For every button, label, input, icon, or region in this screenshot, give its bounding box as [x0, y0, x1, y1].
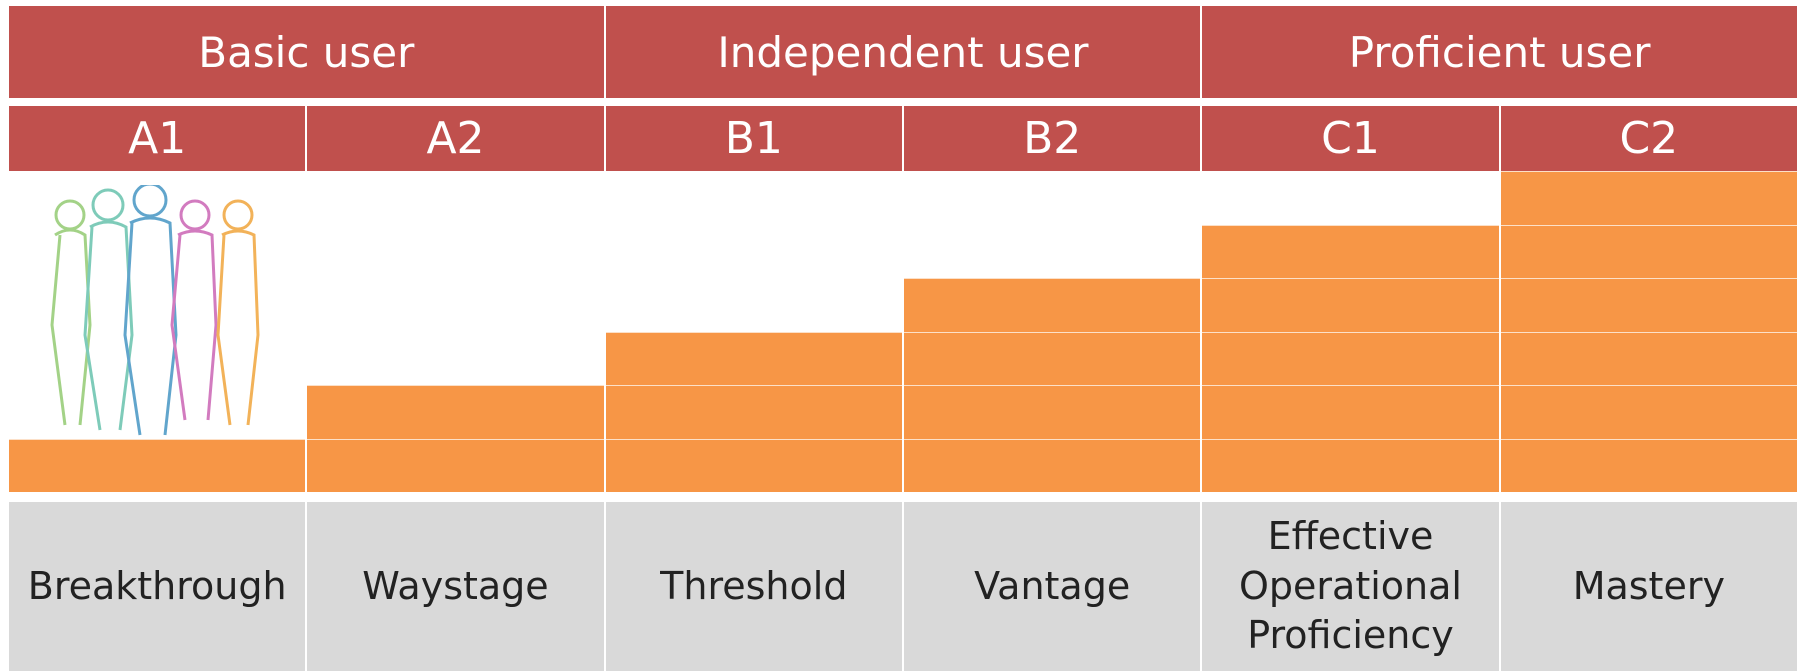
step-block [1202, 225, 1498, 279]
level-name: Vantage [904, 502, 1200, 671]
level-code: C1 [1202, 106, 1498, 171]
step-block [1202, 439, 1498, 493]
level-code: C2 [1501, 106, 1797, 171]
step-block [1202, 332, 1498, 386]
step-block [307, 385, 603, 439]
step-block [904, 385, 1200, 439]
step-block [1501, 225, 1797, 279]
page: Basic user A1 Breakthrough A2 Waystage Indepe… [0, 0, 1803, 671]
step-block [1501, 278, 1797, 332]
step-block [606, 439, 902, 493]
level-code: B2 [904, 106, 1200, 171]
step-block [904, 332, 1200, 386]
group-header: Independent user [606, 6, 1201, 98]
step-block [904, 439, 1200, 493]
step-block [1202, 385, 1498, 439]
level-code: A1 [9, 106, 305, 171]
group-header: Basic user [9, 6, 604, 98]
level-code: B1 [606, 106, 902, 171]
group-header: Proficient user [1202, 6, 1797, 98]
step-block [9, 439, 305, 493]
step-block [1501, 439, 1797, 493]
step-block [1501, 332, 1797, 386]
level-name: Mastery [1501, 502, 1797, 671]
step-block [1202, 278, 1498, 332]
level-name: Threshold [606, 502, 902, 671]
step-block [904, 278, 1200, 332]
step-block [606, 385, 902, 439]
step-block [1501, 385, 1797, 439]
level-name: Effective Operational Proficiency [1202, 502, 1498, 671]
step-block [1501, 171, 1797, 225]
level-name: Waystage [307, 502, 603, 671]
step-block [307, 439, 603, 493]
level-code: A2 [307, 106, 603, 171]
level-name: Breakthrough [9, 502, 305, 671]
step-block [606, 332, 902, 386]
people-illustration [30, 185, 290, 440]
